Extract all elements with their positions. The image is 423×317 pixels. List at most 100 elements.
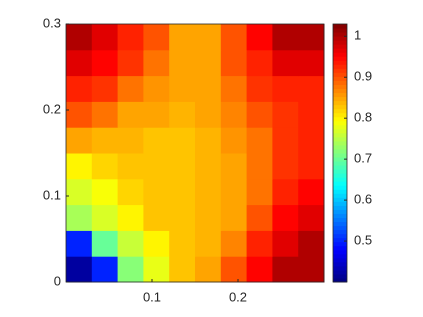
heatmap-cell — [272, 178, 299, 206]
heatmap-cell — [117, 153, 144, 180]
heatmap-cell — [272, 204, 299, 231]
heatmap-cell — [220, 178, 248, 206]
heatmap-cell — [220, 256, 248, 283]
colorbar-segment — [333, 104, 347, 110]
colorbar-segment — [333, 120, 347, 126]
heatmap-cell — [117, 127, 144, 154]
colorbar-segment — [333, 237, 347, 243]
colorbar-tick-label: 0.7 — [354, 151, 372, 166]
colorbar-segment — [333, 269, 347, 275]
heatmap-cell — [195, 178, 222, 206]
colorbar-segment — [333, 72, 347, 77]
heatmap-cell — [220, 204, 248, 231]
heatmap-cell — [195, 49, 222, 77]
colorbar-segment — [333, 217, 347, 223]
heatmap-cell — [66, 127, 93, 154]
heatmap-cell — [117, 230, 144, 257]
heatmap-cell — [117, 178, 144, 206]
heatmap-cell — [143, 49, 170, 77]
heatmap-cell — [195, 230, 222, 257]
heatmap-cell — [272, 127, 299, 154]
colorbar-segment — [333, 148, 347, 154]
heatmap-cell — [91, 127, 119, 154]
heatmap-cell — [169, 127, 196, 154]
heatmap-cell — [143, 24, 170, 51]
heatmap-cell — [66, 230, 93, 257]
y-tick-label: 0 — [54, 273, 61, 288]
heatmap-cell — [298, 75, 325, 102]
heatmap-cell — [143, 204, 170, 231]
colorbar-segment — [333, 112, 347, 118]
heatmap-cell — [91, 178, 119, 206]
heatmap-cell — [91, 24, 119, 51]
heatmap-cell — [246, 204, 273, 231]
colorbar-segment — [333, 229, 347, 235]
heatmap-cell — [246, 75, 273, 102]
colorbar-tick-label: 0.6 — [354, 192, 372, 207]
heatmap-cell — [298, 230, 325, 257]
heatmap-cell — [272, 101, 299, 128]
colorbar-segment — [333, 177, 347, 182]
colorbar-segment — [333, 144, 347, 150]
colorbar-segment — [333, 84, 347, 89]
colorbar-segment — [333, 261, 347, 267]
heatmap-cell — [298, 153, 325, 180]
heatmap-cell — [169, 24, 196, 51]
colorbar-segment — [333, 205, 347, 210]
heatmap-cell — [220, 49, 248, 77]
heatmap-cell — [246, 256, 273, 283]
colorbar-segment — [333, 76, 347, 81]
colorbar-segment — [333, 80, 347, 85]
colorbar-segment — [333, 233, 347, 239]
heatmap-cell — [169, 230, 196, 257]
colorbar-segment — [333, 116, 347, 122]
colorbar-segment — [333, 140, 347, 146]
heatmap-cell — [298, 178, 325, 206]
colorbar-segment — [333, 28, 347, 33]
colorbar-segment — [333, 245, 347, 251]
heatmap-cell — [169, 178, 196, 206]
heatmap-cell — [117, 24, 144, 51]
heatmap-cell — [117, 101, 144, 128]
heatmap-cell — [66, 256, 93, 283]
heatmap-cell — [220, 230, 248, 257]
heatmap-cell — [66, 204, 93, 231]
colorbar-segment — [333, 96, 347, 102]
colorbar-segment — [333, 24, 347, 29]
colorbar-frame — [332, 23, 348, 283]
colorbar-segment — [333, 40, 347, 45]
colorbar-segment — [333, 132, 347, 138]
heatmap-cell — [298, 256, 325, 283]
heatmap-cell — [169, 153, 196, 180]
colorbar-segment — [333, 201, 347, 206]
heatmap-cell — [298, 49, 325, 77]
colorbar-segment — [333, 64, 347, 69]
heatmap-cell — [246, 101, 273, 128]
colorbar-segment — [333, 197, 347, 202]
colorbar-segment — [333, 165, 347, 170]
heatmap-cell — [117, 75, 144, 102]
colorbar-segment — [333, 32, 347, 37]
heatmap-cell — [246, 153, 273, 180]
colorbar-segment — [333, 44, 347, 49]
heatmap-cell — [220, 101, 248, 128]
heatmap-cell — [117, 204, 144, 231]
heatmap-cell — [143, 127, 170, 154]
colorbar-segment — [333, 277, 347, 283]
heatmap-cell — [298, 204, 325, 231]
y-tick-label: 0.1 — [43, 187, 61, 202]
heatmap-cell — [195, 153, 222, 180]
colorbar-segment — [333, 100, 347, 106]
heatmap-cell — [272, 230, 299, 257]
heatmap-cell — [195, 24, 222, 51]
colorbar-segment — [333, 193, 347, 198]
heatmap-cell — [195, 127, 222, 154]
heatmap-cell — [169, 204, 196, 231]
colorbar-segment — [333, 136, 347, 142]
heatmap-cell — [143, 101, 170, 128]
colorbar-segment — [333, 157, 347, 162]
colorbar-segment — [333, 56, 347, 61]
heatmap-cell — [195, 101, 222, 128]
heatmap-cell — [220, 75, 248, 102]
colorbar-segment — [333, 225, 347, 231]
